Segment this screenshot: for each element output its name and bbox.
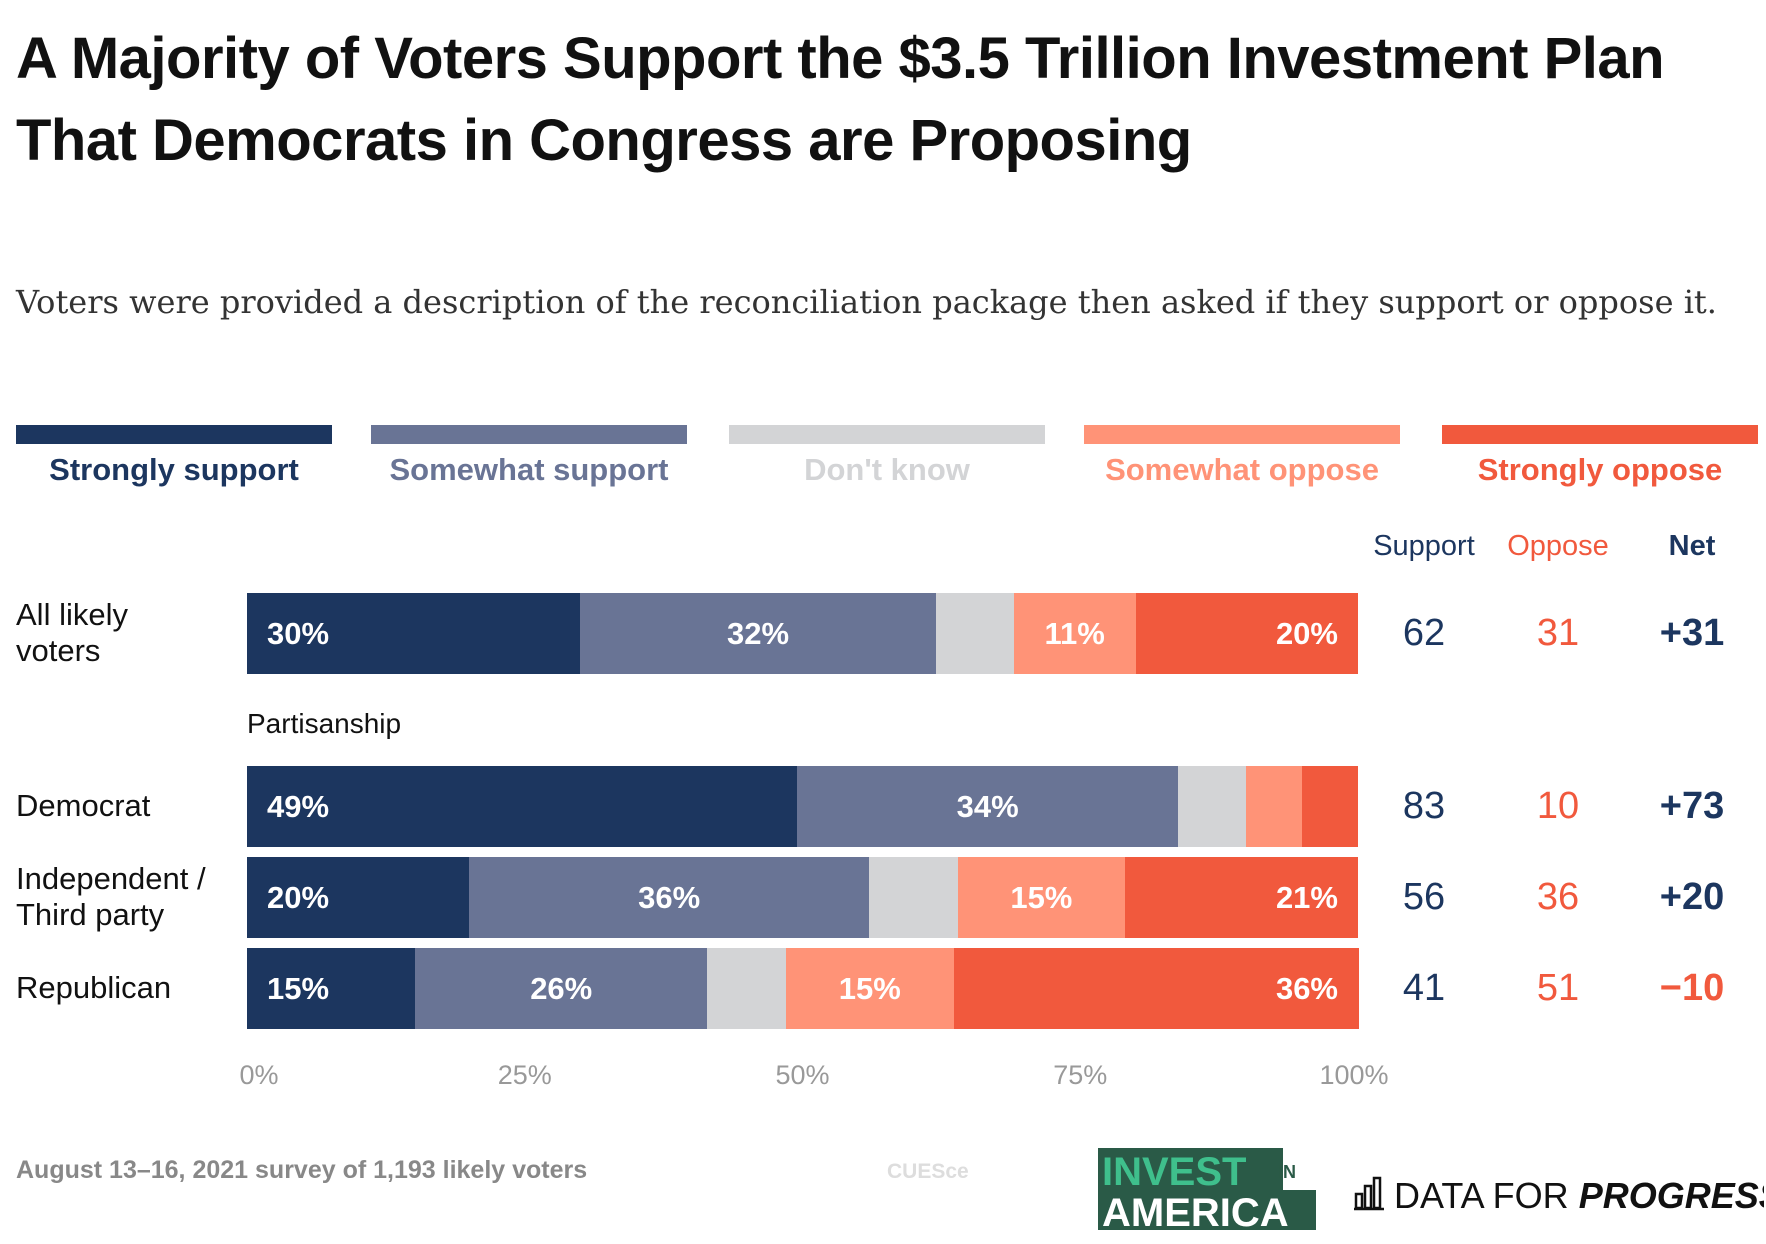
bar-segment-strongly-support	[247, 766, 798, 847]
row-label: Republican	[16, 970, 172, 1005]
survey-footnote: August 13–16, 2021 survey of 1,193 likel…	[16, 1156, 588, 1184]
chart-title: A Majority of Voters Support the $3.5 Tr…	[16, 26, 1665, 173]
data-label: 34%	[956, 789, 1019, 824]
net-column-header: Net	[1668, 530, 1716, 562]
section-label-partisanship: Partisanship	[247, 708, 402, 739]
data-label: 15%	[1010, 880, 1073, 915]
data-label: 36%	[638, 880, 701, 915]
svg-text:IN: IN	[1278, 1162, 1296, 1182]
legend-swatch-strongly-support	[16, 425, 332, 444]
support-column-header: Support	[1373, 530, 1475, 562]
oppose-value: 10	[1536, 785, 1580, 827]
data-label: 20%	[267, 880, 330, 915]
bar-segment-don-t-know	[935, 593, 1015, 674]
legend-swatch-somewhat-support	[371, 425, 687, 444]
row-label: All likely voters	[16, 597, 128, 668]
svg-text:DATA FOR PROGRESS: DATA FOR PROGRESS	[1394, 1175, 1764, 1216]
x-tick-label: 100%	[1319, 1060, 1389, 1090]
bar-segment-strongly-oppose	[1135, 593, 1359, 674]
legend-label-strongly-oppose: Strongly oppose	[1477, 452, 1723, 487]
net-value: +20	[1659, 876, 1725, 918]
x-tick-label: 75%	[1053, 1060, 1108, 1090]
support-value: 41	[1402, 967, 1446, 1009]
bar-segment-somewhat-support	[796, 766, 1179, 847]
data-label: 32%	[727, 616, 790, 651]
bar-segment-don-t-know	[869, 857, 959, 938]
x-tick-label: 0%	[239, 1060, 279, 1090]
data-label: 49%	[267, 789, 330, 824]
credit: CUESce	[887, 1160, 969, 1183]
legend-swatch-strongly-oppose	[1442, 425, 1758, 444]
oppose-value: 51	[1536, 967, 1580, 1009]
svg-text:INVEST: INVEST	[1102, 1150, 1246, 1194]
net-value: +31	[1659, 612, 1725, 654]
legend-label-strongly-support: Strongly support	[49, 452, 299, 487]
support-value: 83	[1402, 785, 1446, 827]
x-tick-label: 25%	[497, 1060, 552, 1090]
oppose-value: 31	[1536, 612, 1580, 654]
bar-segment-somewhat-oppose	[958, 857, 1126, 938]
data-label: 26%	[530, 971, 593, 1006]
legend-label-don-t-know: Don't know	[804, 452, 970, 487]
bar-segment-somewhat-oppose	[1013, 593, 1137, 674]
row-label: Democrat	[16, 788, 151, 823]
legend-swatch-somewhat-oppose	[1084, 425, 1400, 444]
bar-segment-don-t-know	[1178, 766, 1247, 847]
net-value: +73	[1659, 785, 1725, 827]
data-label: 11%	[1044, 616, 1105, 651]
chart-subtitle: Voters were provided a description of th…	[16, 283, 1717, 321]
bar-segment-strongly-support	[247, 857, 470, 938]
x-tick-label: 50%	[775, 1060, 830, 1090]
bar-segment-somewhat-support	[580, 593, 937, 674]
bar-segment-somewhat-support	[469, 857, 870, 938]
data-for-progress-logo: DATA FOR PROGRESS	[1354, 1175, 1764, 1216]
legend-label-somewhat-support: Somewhat support	[389, 452, 669, 487]
bar-segment-strongly-support	[247, 593, 581, 674]
oppose-column-header: Oppose	[1507, 530, 1609, 562]
data-label: 30%	[267, 616, 330, 651]
data-label: 20%	[1275, 616, 1338, 651]
oppose-value: 36	[1536, 876, 1580, 918]
bar-segment-somewhat-oppose	[1245, 766, 1303, 847]
support-value: 56	[1402, 876, 1446, 918]
legend-label-somewhat-oppose: Somewhat oppose	[1105, 452, 1379, 487]
bar-segment-strongly-support	[247, 948, 416, 1029]
net-value: −10	[1659, 967, 1725, 1009]
bar-segment-somewhat-oppose	[785, 948, 955, 1029]
bar-segment-strongly-oppose	[1124, 857, 1359, 938]
bar-segment-don-t-know	[707, 948, 787, 1029]
data-label: 36%	[1275, 971, 1338, 1006]
data-label: 15%	[267, 971, 330, 1006]
support-value: 62	[1402, 612, 1446, 654]
bar-segment-somewhat-support	[415, 948, 708, 1029]
bar-segment-strongly-oppose	[1301, 766, 1359, 847]
bar-segment-strongly-oppose	[954, 948, 1359, 1029]
data-label: 15%	[838, 971, 901, 1006]
legend-swatch-don-t-know	[729, 425, 1045, 444]
data-label: 21%	[1275, 880, 1338, 915]
svg-text:AMERICA: AMERICA	[1102, 1191, 1289, 1230]
row-label: Independent / Third party	[16, 861, 206, 932]
invest-in-america-logo: INVEST IN AMERICA	[1098, 1148, 1316, 1230]
